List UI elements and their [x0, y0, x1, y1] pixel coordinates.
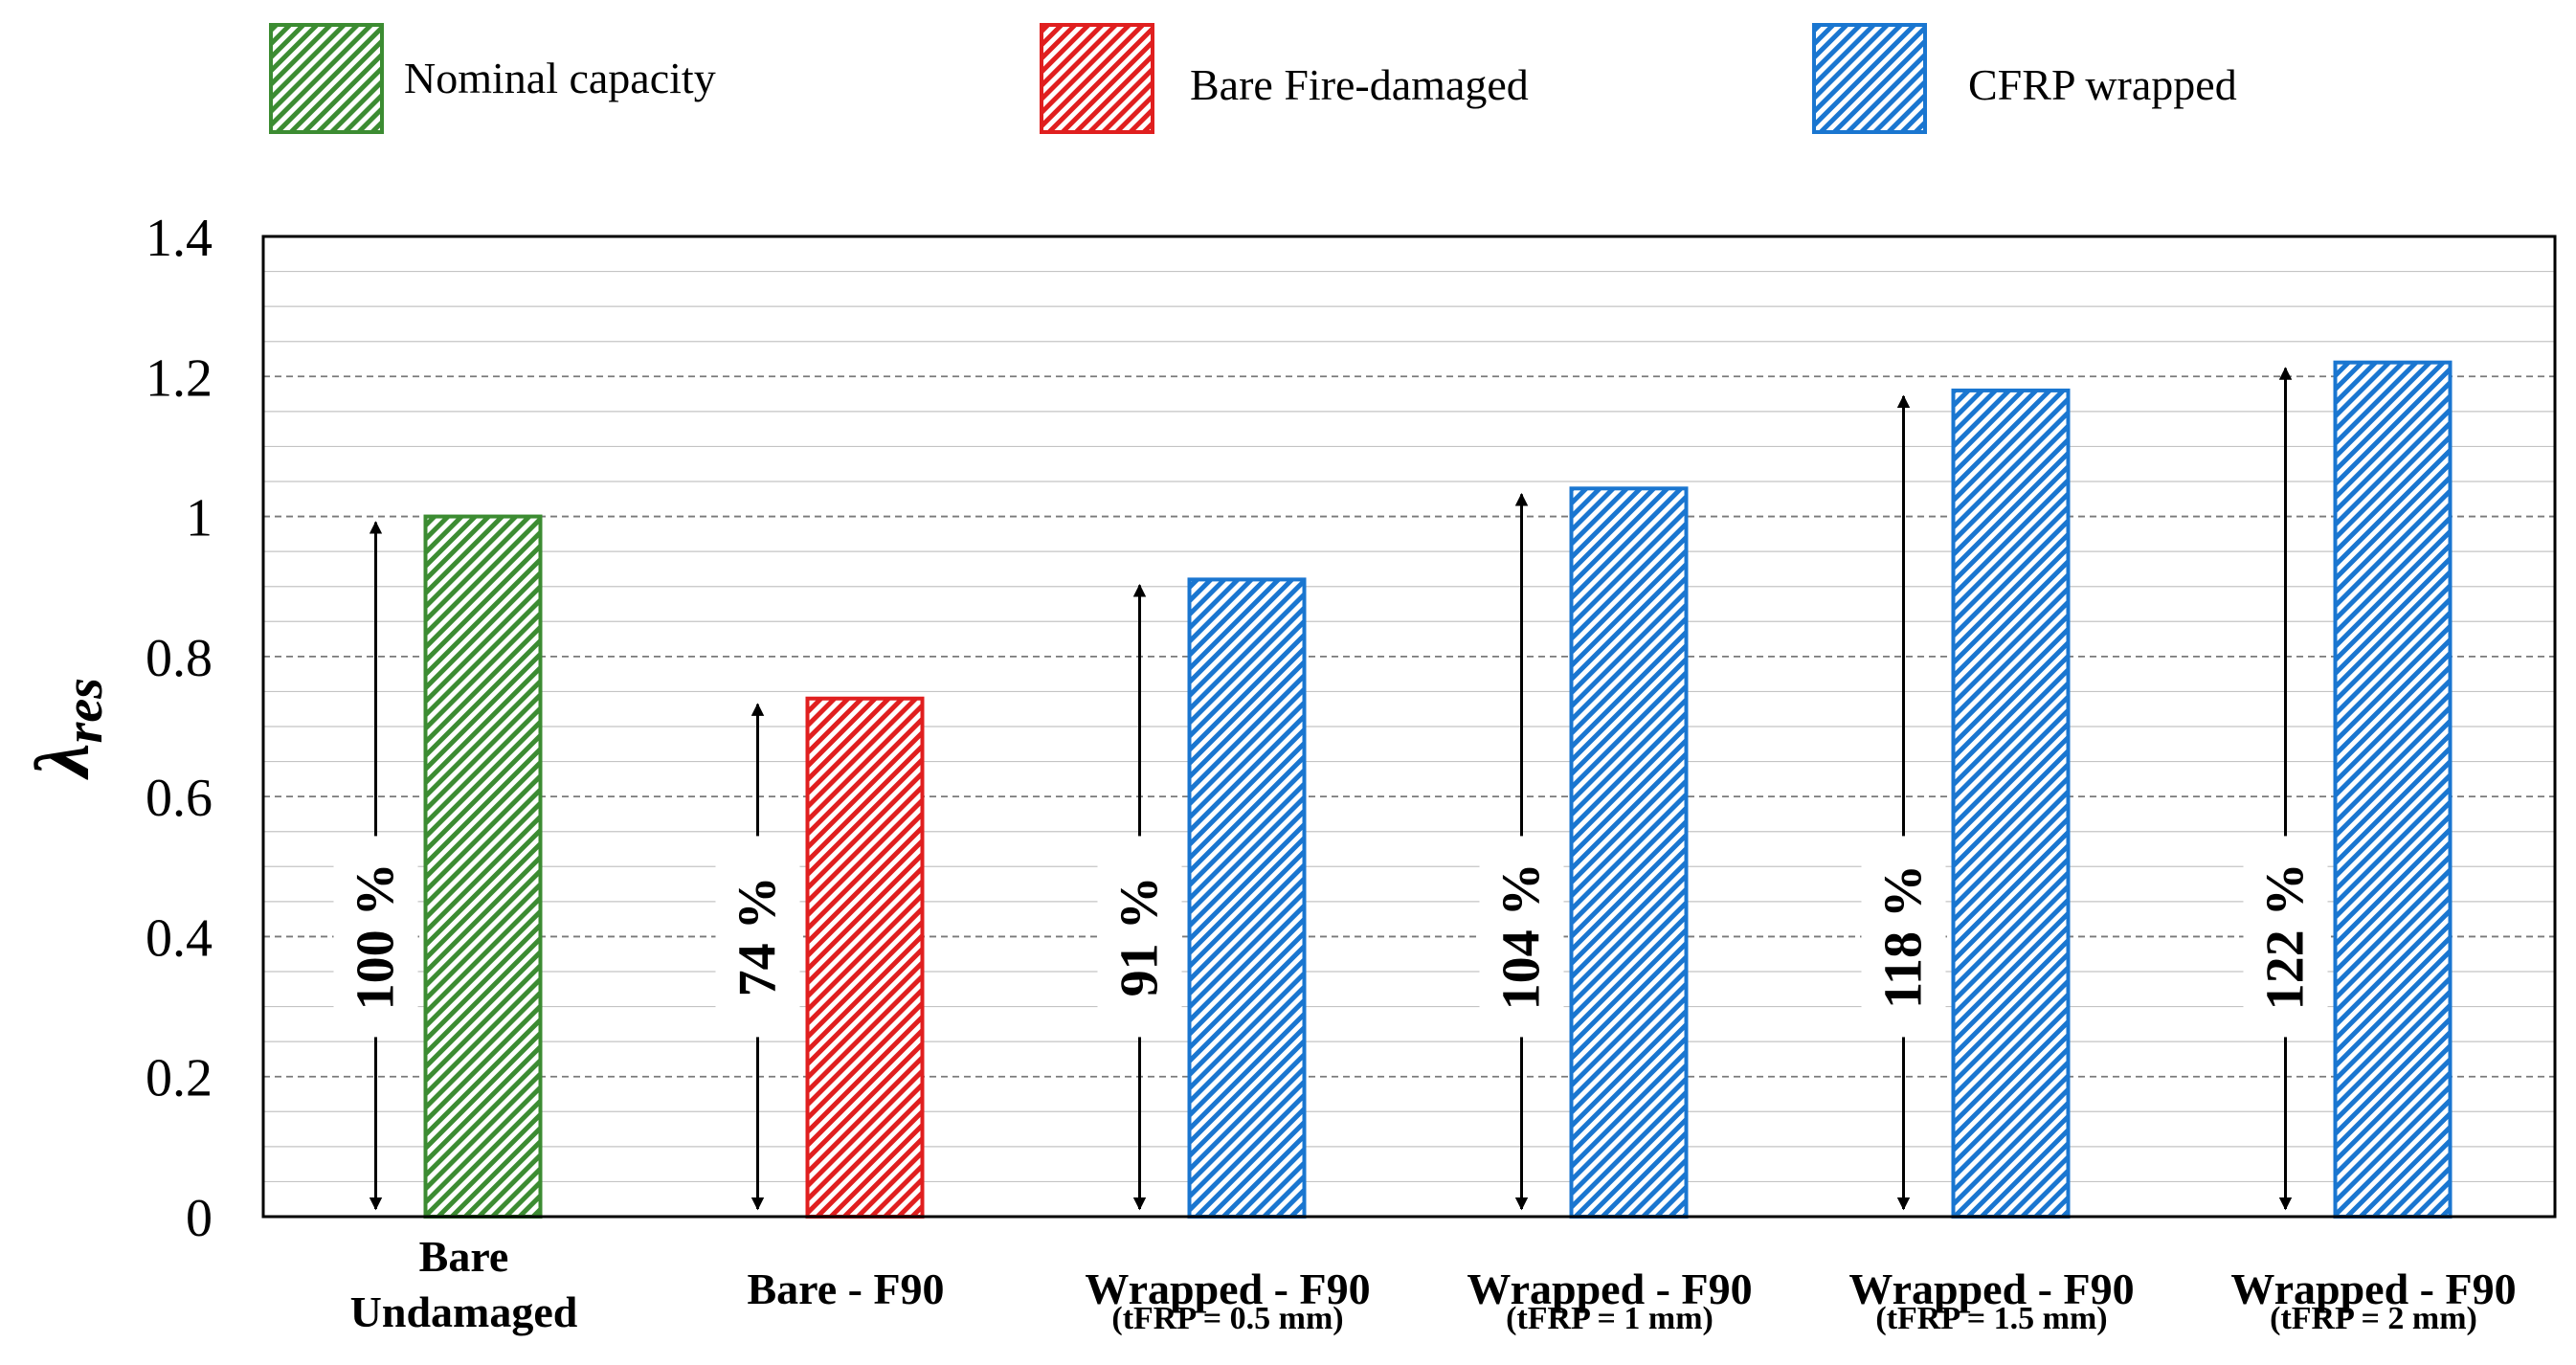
x-tick-label: Bare [419, 1232, 509, 1281]
x-tick-sublabel: (tFRP = 1.5 mm) [1875, 1301, 2107, 1336]
legend-swatch-bare-fire-damaged [1040, 23, 1154, 134]
y-tick-label: 0.4 [146, 908, 213, 968]
annotation-label: 74 % [728, 876, 788, 996]
bar-annotation: 122 % [2243, 367, 2328, 1211]
annotation-label-bg [1479, 836, 1564, 1038]
legend-swatch-nominal [269, 23, 384, 134]
annotation-label-bg [333, 836, 418, 1038]
x-tick-label: Bare - F90 [747, 1264, 944, 1313]
bar [1951, 388, 2071, 1219]
bar-annotation: 100 % [333, 521, 418, 1211]
plot-frame [261, 235, 2557, 1219]
annotation-label-bg [715, 836, 800, 1038]
x-tick-label: Wrapped - F90 [1085, 1264, 1370, 1313]
x-tick-sublabel: (tFRP = 1 mm) [1506, 1301, 1714, 1336]
x-tick-label: Wrapped - F90 [1848, 1264, 2134, 1313]
x-tick-sublabel: (tFRP = 0.5 mm) [1111, 1301, 1343, 1336]
annotation-label: 122 % [2256, 862, 2316, 1010]
bar [1569, 486, 1689, 1220]
legend-entry: CFRP wrapped [1812, 23, 2237, 134]
annotation-label-bg [2243, 836, 2328, 1038]
minor-gridlines [263, 270, 2555, 1183]
legend-label: Nominal capacity [404, 54, 716, 102]
bar [423, 514, 543, 1219]
y-tick-label: 1.4 [146, 209, 213, 268]
x-tick-sublabel: (tFRP = 2 mm) [2270, 1301, 2477, 1336]
legend-entry: Bare Fire-damaged [1040, 23, 1529, 134]
y-axis-subscript: res [55, 678, 114, 743]
bar [1187, 577, 1307, 1219]
legend-label: Bare Fire-damaged [1190, 60, 1529, 109]
annotation-label: 91 % [1110, 876, 1170, 996]
annotation-label-bg [1097, 836, 1182, 1038]
bar-annotation: 74 % [715, 703, 800, 1211]
y-tick-label: 1.2 [146, 348, 213, 408]
legend-entry: Nominal capacity [269, 23, 716, 134]
legend: Nominal capacity Bare Fire-damaged CFRP … [269, 23, 2237, 134]
annotation-label-bg [1861, 836, 1946, 1038]
annotation-label: 118 % [1874, 864, 1934, 1009]
major-gridlines [263, 375, 2555, 1078]
svg-text:λres: λres [21, 678, 114, 780]
y-axis-title: λres [21, 678, 114, 780]
x-tick-label: Wrapped - F90 [1467, 1264, 1752, 1313]
bars [423, 360, 2453, 1220]
bar-annotations: 100 % 74 % 91 % 104 % 118 % 122 % [333, 367, 2328, 1211]
legend-label: CFRP wrapped [1968, 60, 2237, 109]
annotation-label: 100 % [347, 862, 406, 1010]
y-axis-symbol: λ [21, 743, 105, 780]
y-tick-label: 0 [186, 1189, 213, 1248]
y-axis-ticks: 0 0.2 0.4 0.6 0.8 1 1.2 1.4 [146, 209, 213, 1248]
annotation-label: 104 % [1492, 862, 1552, 1010]
bar [805, 696, 925, 1219]
x-tick-label: Wrapped - F90 [2230, 1264, 2516, 1313]
y-tick-label: 0.8 [146, 629, 213, 688]
y-tick-label: 0.2 [146, 1049, 213, 1108]
bar-annotation: 104 % [1479, 492, 1564, 1211]
y-tick-label: 0.6 [146, 769, 213, 828]
bar [2333, 360, 2453, 1219]
x-tick-label-line2: Undamaged [350, 1287, 578, 1336]
y-tick-label: 1 [186, 489, 213, 548]
bar-annotation: 118 % [1861, 394, 1946, 1211]
bar-annotation: 91 % [1097, 584, 1182, 1211]
legend-swatch-cfrp-wrapped [1812, 23, 1927, 134]
